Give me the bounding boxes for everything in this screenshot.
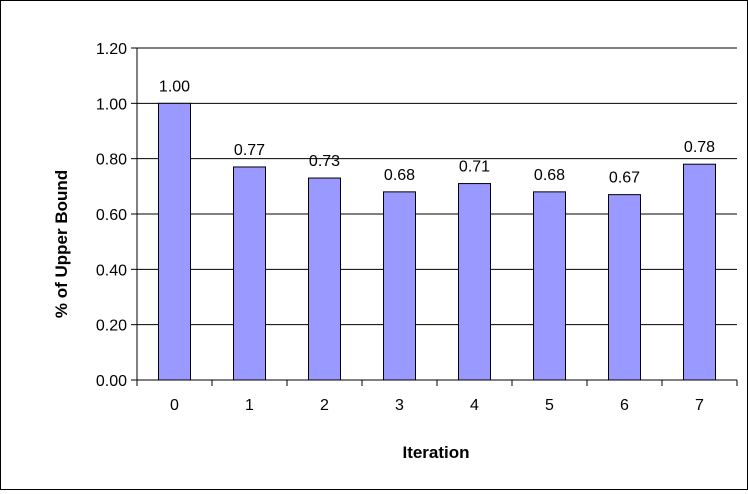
bar-5 [533, 191, 566, 381]
x-tick-label: 4 [470, 397, 479, 414]
y-tick-label: 1.20 [96, 41, 127, 58]
bar-4 [458, 183, 491, 381]
y-tick-label: 0.60 [96, 207, 127, 224]
data-label: 0.71 [459, 159, 490, 176]
y-tick-label: 0.20 [96, 318, 127, 335]
y-tick-label: 1.00 [96, 96, 127, 113]
x-tick-label: 6 [620, 397, 629, 414]
x-tick-label: 2 [320, 397, 329, 414]
gridlines [137, 47, 737, 326]
x-tick-label: 0 [170, 397, 179, 414]
data-label: 0.68 [534, 167, 565, 184]
y-tick-label: 0.40 [96, 262, 127, 279]
y-axis-title: % of Upper Bound [52, 170, 71, 318]
data-label: 0.68 [384, 167, 415, 184]
x-tick-label: 7 [695, 397, 704, 414]
x-tick-labels: 0 1 2 3 4 5 6 7 [170, 397, 704, 414]
y-tick-labels: 0.00 0.20 0.40 0.60 0.80 1.00 1.20 [96, 41, 127, 390]
bars [158, 102, 716, 381]
x-axis-title: Iteration [402, 443, 469, 462]
x-tick-label: 1 [245, 397, 254, 414]
data-label: 1.00 [159, 78, 190, 95]
data-label: 0.67 [609, 170, 640, 187]
bar-0 [158, 102, 191, 381]
y-tick-label: 0.80 [96, 152, 127, 169]
bar-2 [308, 177, 341, 381]
data-label: 0.78 [684, 139, 715, 156]
y-tick-label: 0.00 [96, 373, 127, 390]
data-labels: 1.00 0.77 0.73 0.68 0.71 0.68 0.67 0.78 [159, 78, 715, 186]
bar-7 [683, 163, 716, 381]
bar-6 [608, 194, 641, 381]
bar-3 [383, 191, 416, 381]
axes [131, 47, 738, 386]
x-tick-label: 5 [545, 397, 554, 414]
x-tick-label: 3 [395, 397, 404, 414]
data-label: 0.77 [234, 142, 265, 159]
bar-1 [233, 166, 266, 381]
data-label: 0.73 [309, 153, 340, 170]
